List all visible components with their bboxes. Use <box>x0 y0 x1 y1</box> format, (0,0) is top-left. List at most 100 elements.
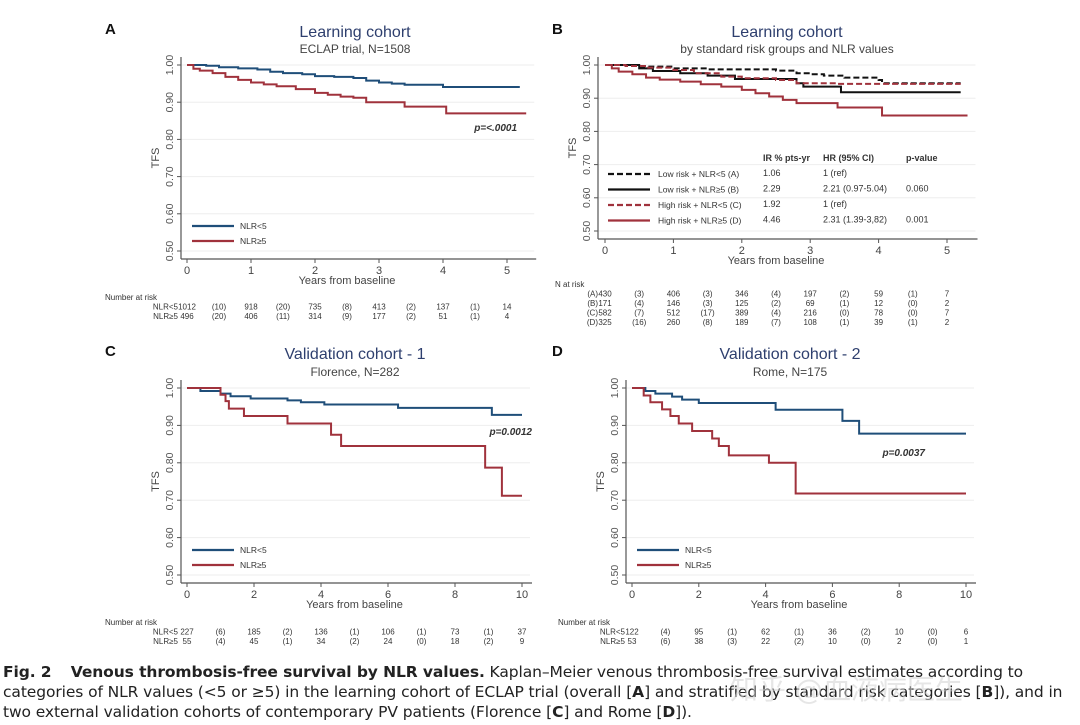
risk-cell: 37 <box>518 628 527 637</box>
risk-cell: 34 <box>317 637 326 646</box>
legend-hr: 1 (ref) <box>823 199 847 209</box>
x-tick-label: 5 <box>504 265 510 277</box>
risk-cell: (0) <box>908 299 918 308</box>
risk-cell: (1) <box>470 303 480 312</box>
series-line-2 <box>605 64 961 85</box>
legend-label: Low risk + NLR<5 (A) <box>658 169 739 179</box>
risk-table-header: Number at risk <box>105 618 158 627</box>
y-tick-label: 1.00 <box>164 55 176 76</box>
y-axis-label: TFS <box>595 471 607 492</box>
legend-ir: 4.46 <box>763 215 781 225</box>
figure-caption: Fig. 2 Venous thrombosis-free survival b… <box>3 662 1078 722</box>
risk-cell: (2) <box>861 628 871 637</box>
risk-cell: 1 <box>964 637 969 646</box>
caption-title: Venous thrombosis-free survival by NLR v… <box>70 663 485 681</box>
risk-cell: 69 <box>806 299 815 308</box>
risk-cell: 136 <box>314 628 328 637</box>
risk-cell: 325 <box>598 318 612 327</box>
risk-cell: (2) <box>840 290 850 299</box>
y-tick-label: 0.70 <box>581 154 593 175</box>
risk-cell: 389 <box>735 309 749 318</box>
risk-cell: 10 <box>828 637 837 646</box>
risk-cell: 512 <box>667 309 681 318</box>
risk-cell: 59 <box>874 290 883 299</box>
risk-row-label: (A) <box>587 290 598 299</box>
risk-cell: (10) <box>212 303 227 312</box>
x-tick-label: 1 <box>670 245 676 257</box>
risk-cell: 36 <box>828 628 837 637</box>
y-tick-label: 0.80 <box>581 121 593 142</box>
y-tick-label: 0.70 <box>609 490 621 511</box>
risk-cell: (0) <box>840 309 850 318</box>
risk-cell: (1) <box>417 628 427 637</box>
risk-cell: (11) <box>276 312 290 321</box>
risk-cell: (3) <box>727 637 737 646</box>
risk-cell: 171 <box>598 299 612 308</box>
y-tick-label: 1.00 <box>581 55 593 76</box>
x-tick-label: 4 <box>440 265 446 277</box>
risk-cell: 1012 <box>178 303 196 312</box>
x-axis-label: Years from baseline <box>751 599 848 611</box>
risk-row-label: NLR<5 <box>153 303 179 312</box>
y-axis-label: TFS <box>567 138 579 159</box>
risk-cell: 582 <box>598 309 612 318</box>
risk-cell: 346 <box>735 290 749 299</box>
risk-cell: (9) <box>342 312 352 321</box>
y-tick-label: 0.60 <box>164 527 176 548</box>
panel-label: D <box>552 343 563 360</box>
legend-hr: 1 (ref) <box>823 168 847 178</box>
risk-cell: 45 <box>250 637 259 646</box>
risk-cell: 406 <box>244 312 258 321</box>
risk-cell: (3) <box>634 290 644 299</box>
legend-label: NLR≥5 <box>240 560 267 570</box>
risk-cell: (1) <box>794 628 804 637</box>
legend-p: 0.001 <box>906 215 929 225</box>
risk-cell: 38 <box>694 637 703 646</box>
y-tick-label: 0.80 <box>164 129 176 150</box>
legend-label: NLR<5 <box>240 221 267 231</box>
y-tick-label: 0.90 <box>581 88 593 109</box>
risk-cell: 12 <box>874 299 883 308</box>
risk-cell: (6) <box>216 628 226 637</box>
series-line-0 <box>187 387 522 416</box>
caption-text-3: ]), and in two external validation cohor… <box>3 683 1063 721</box>
risk-cell: 95 <box>694 628 703 637</box>
x-tick-label: 6 <box>385 589 391 601</box>
y-tick-label: 0.80 <box>164 452 176 473</box>
legend-label: High risk + NLR<5 (C) <box>658 200 742 210</box>
y-tick-label: 0.90 <box>164 415 176 436</box>
chart-title: Validation cohort - 2 <box>719 346 860 363</box>
y-tick-label: 0.80 <box>609 452 621 473</box>
x-tick-label: 2 <box>696 589 702 601</box>
risk-cell: (2) <box>350 637 360 646</box>
caption-ref-d: D <box>662 703 676 721</box>
risk-cell: 314 <box>308 312 322 321</box>
risk-cell: (1) <box>484 628 494 637</box>
y-tick-label: 0.50 <box>609 565 621 586</box>
risk-cell: 146 <box>667 299 681 308</box>
risk-cell: 51 <box>439 312 448 321</box>
risk-cell: 2 <box>897 637 902 646</box>
risk-row-label: (D) <box>587 318 598 327</box>
risk-cell: 7 <box>945 309 950 318</box>
risk-row-label: NLR≥5 <box>600 637 625 646</box>
risk-cell: 137 <box>436 303 450 312</box>
y-tick-label: 0.50 <box>164 241 176 262</box>
x-tick-label: 10 <box>960 589 972 601</box>
risk-cell: 260 <box>667 318 681 327</box>
risk-cell: (4) <box>661 628 671 637</box>
risk-cell: (6) <box>661 637 671 646</box>
p-value-annotation: p=0.0037 <box>881 448 925 459</box>
risk-cell: (2) <box>794 637 804 646</box>
chart-subtitle: ECLAP trial, N=1508 <box>300 42 411 56</box>
risk-cell: (0) <box>908 309 918 318</box>
risk-cell: (2) <box>283 628 293 637</box>
risk-cell: 10 <box>895 628 904 637</box>
legend-label: NLR<5 <box>685 545 712 555</box>
risk-cell: 4 <box>505 312 510 321</box>
series-line-1 <box>187 64 527 115</box>
risk-cell: (1) <box>840 299 850 308</box>
